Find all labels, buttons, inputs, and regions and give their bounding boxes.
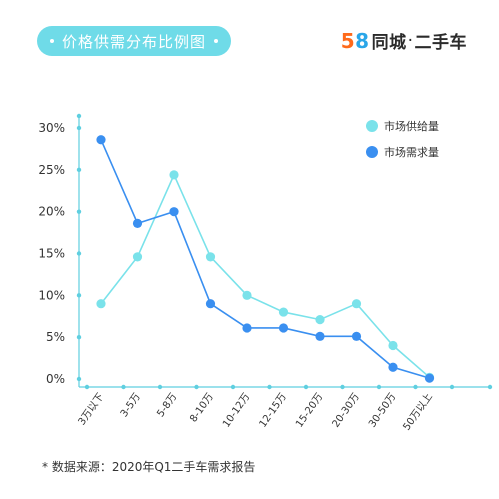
x-tick-mark	[84, 384, 90, 390]
x-tick-mark	[340, 384, 345, 390]
x-tick-mark	[303, 384, 309, 390]
y-tick-label: 10%	[38, 288, 65, 302]
series-point-demand	[205, 299, 216, 309]
x-tick-mark	[194, 384, 199, 390]
chart-title: 价格供需分布比例图	[61, 32, 206, 51]
series-point-demand	[242, 323, 252, 333]
x-tick-label: 10-12万	[221, 391, 252, 429]
data-source-footnote: * 数据来源：2020年Q1二手车需求报告	[42, 460, 256, 474]
title-dot-left	[49, 39, 54, 43]
series-line-demand	[100, 139, 430, 379]
x-tick-label: 12-15万	[258, 391, 289, 429]
y-tick-mark	[76, 251, 82, 256]
y-tick-label: 20%	[38, 205, 65, 219]
x-tick-mark	[157, 384, 163, 390]
y-tick-label: 30%	[38, 121, 65, 135]
series-point-supply	[96, 299, 106, 309]
x-tick-mark	[121, 384, 126, 390]
x-tick-label: 15-20万	[294, 391, 325, 429]
y-tick-mark	[76, 293, 82, 298]
series-point-demand	[96, 135, 106, 145]
brand-text: 同城	[371, 33, 407, 53]
series-point-demand	[169, 207, 179, 217]
y-tick-label: 15%	[38, 247, 65, 261]
legend-label-supply: 市场供给量	[384, 119, 439, 133]
y-tick-mark	[76, 334, 82, 340]
series-point-supply	[242, 290, 252, 300]
x-tick-label: 3-5万	[119, 391, 143, 419]
x-tick-mark	[230, 384, 236, 390]
series-point-supply	[132, 252, 143, 262]
brand-dot: ·	[407, 30, 414, 51]
y-tick-mark	[76, 376, 82, 382]
legend-marker-supply	[366, 120, 378, 132]
series-point-supply	[169, 170, 179, 180]
series-point-demand	[315, 331, 325, 341]
series-line-supply	[100, 172, 431, 378]
series-point-supply	[205, 252, 216, 262]
y-axis-end-dot	[76, 113, 82, 119]
x-tick-mark	[267, 384, 272, 390]
y-tick-label: 5%	[46, 330, 65, 344]
x-tick-label: 50万以上	[401, 391, 435, 433]
x-tick-mark	[449, 384, 455, 390]
x-tick-label: 20-30万	[331, 391, 362, 429]
series-point-supply	[315, 314, 325, 325]
title-dot-right	[214, 39, 218, 43]
x-tick-mark	[376, 384, 382, 390]
series-point-demand	[388, 362, 398, 372]
series-point-demand	[132, 218, 143, 228]
series-point-demand	[278, 323, 289, 333]
series-point-supply	[351, 299, 362, 309]
series-point-supply	[278, 307, 289, 317]
x-tick-label: 30-50万	[367, 391, 398, 429]
brand-logo: 58 同城 · 二手车	[340, 28, 467, 54]
series-point-demand	[351, 331, 362, 341]
x-tick-mark	[413, 384, 418, 390]
series-point-demand	[424, 373, 435, 383]
legend-marker-demand	[366, 146, 378, 158]
brand-number: 58	[340, 28, 370, 53]
x-tick-label: 3万以下	[77, 391, 107, 427]
y-tick-mark	[76, 167, 82, 173]
y-tick-mark	[76, 125, 82, 131]
chart-title-pill: 价格供需分布比例图	[37, 26, 231, 56]
legend-label-demand: 市场需求量	[384, 145, 439, 159]
y-tick-label: 0%	[46, 372, 65, 386]
x-axis-end-dot	[487, 384, 493, 390]
y-tick-mark	[76, 209, 82, 214]
x-tick-label: 8-10万	[188, 391, 216, 424]
x-tick-label: 5-8万	[155, 391, 179, 419]
y-tick-label: 25%	[38, 163, 65, 177]
series-point-supply	[388, 340, 398, 351]
brand-suffix: 二手车	[414, 33, 467, 53]
